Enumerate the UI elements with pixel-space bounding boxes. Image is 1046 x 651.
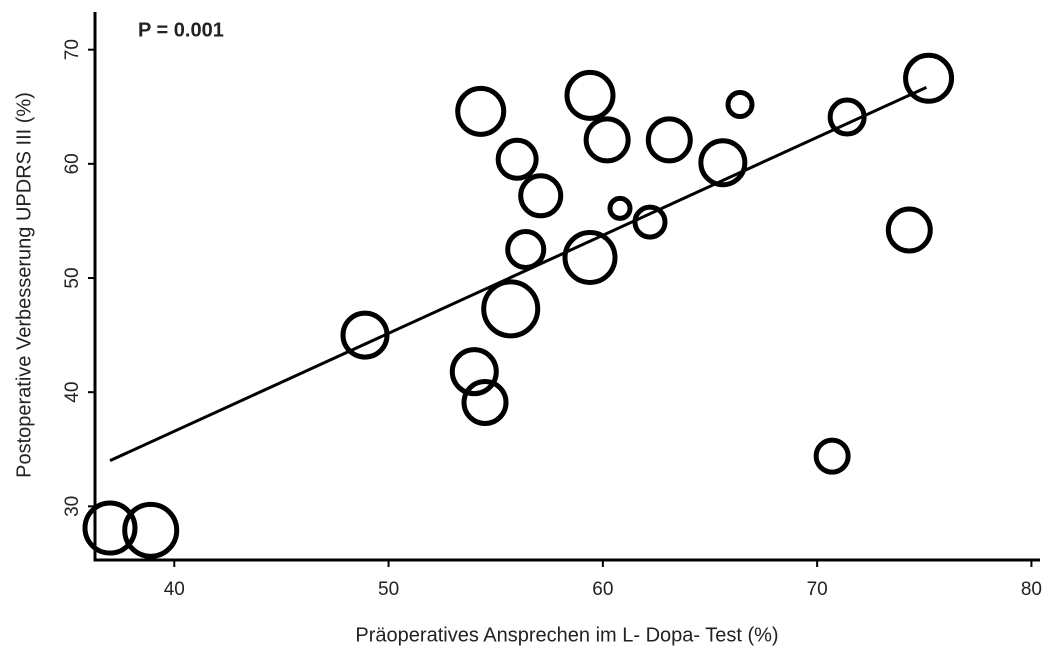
x-axis-label: Präoperatives Ansprechen im L- Dopa- Tes… [355,624,778,646]
bubble [725,89,755,119]
trend-line [109,85,928,463]
bubble [885,206,933,254]
bubble [698,138,748,188]
bubble [583,116,631,164]
bubble [82,500,138,556]
bubble [449,347,499,397]
x-tick-label: 50 [378,579,399,600]
bubble [645,116,693,164]
bubble [607,195,633,221]
x-tick-label: 60 [592,579,613,600]
annotation: P = 0.001 [138,19,224,41]
y-tick-label: 50 [62,267,83,288]
bubble [903,52,955,104]
x-tick-label: 80 [1021,579,1042,600]
bubble [813,437,851,475]
x-tick-label: 40 [164,579,185,600]
bubble [461,378,509,426]
y-tick-label: 60 [62,153,83,174]
bubble [455,85,507,137]
y-axis-label: Postoperative Verbesserung UPDRS III (%) [13,92,35,478]
bubble [495,137,539,181]
x-tick-label: 70 [807,579,828,600]
bubble [564,69,616,121]
bubble [562,229,618,285]
y-tick-label: 70 [62,39,83,60]
bubble [505,228,547,270]
y-tick-label: 40 [62,382,83,403]
bubble [632,204,668,240]
bubble [518,173,564,219]
bubble [122,501,180,559]
bubble [481,279,541,339]
y-tick-label: 30 [62,496,83,517]
